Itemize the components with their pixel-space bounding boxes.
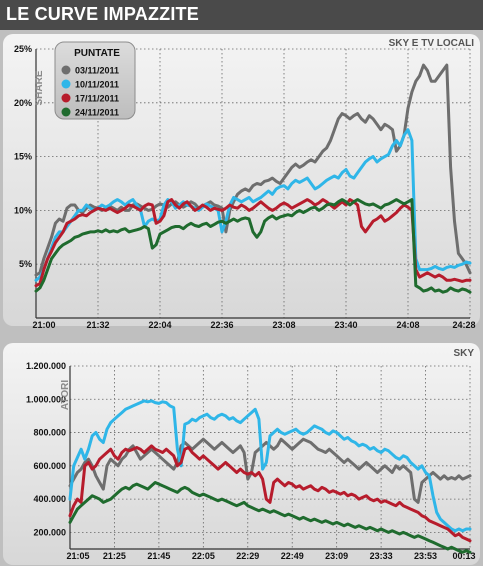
y-axis-label: ATORI xyxy=(60,380,71,410)
legend-swatch xyxy=(61,65,71,75)
series-line-2 xyxy=(68,399,472,533)
y-tick-label: 800.000 xyxy=(33,428,66,438)
x-tick-label: 22:49 xyxy=(281,551,304,561)
x-tick-label: 22:36 xyxy=(210,320,233,330)
legend-box xyxy=(54,41,136,120)
legend-title: PUNTATE xyxy=(74,48,120,59)
series-line-4 xyxy=(34,198,472,294)
legend-entry: 10/11/2011 xyxy=(75,80,119,90)
x-tick-label: 00:13 xyxy=(452,551,475,561)
x-tick-label: 21:25 xyxy=(103,551,126,561)
legend-swatch xyxy=(61,93,71,103)
y-axis-label: SHARE xyxy=(34,70,45,105)
x-tick-label: 23:53 xyxy=(414,551,437,561)
x-tick-label: 23:08 xyxy=(272,320,295,330)
chart-layer: 21:00 21:32 22:04 22:36 23:08 23:40 24:08 24:28… xyxy=(14,38,476,561)
y-tick-label: 600.000 xyxy=(33,461,66,471)
legend-entry: 03/11/2011 xyxy=(75,66,119,76)
series-line-4 xyxy=(68,481,472,554)
legend-entry: 24/11/2011 xyxy=(75,108,119,118)
x-tick-label: 24:08 xyxy=(396,320,419,330)
y-tick-label: 1.200.000 xyxy=(26,361,66,371)
y-tick-label: 1.000.000 xyxy=(26,394,66,404)
y-tick-label: 20% xyxy=(14,98,32,108)
x-tick-label: 22:29 xyxy=(236,551,259,561)
legend-swatch xyxy=(61,79,71,89)
corner-label: SKY E TV LOCALI xyxy=(389,38,475,49)
corner-label: SKY xyxy=(453,348,474,359)
x-tick-label: 21:32 xyxy=(86,320,109,330)
series-line-2 xyxy=(34,128,472,282)
y-tick-label: 10% xyxy=(14,205,32,215)
series-line-3 xyxy=(68,444,472,543)
legend-entry: 17/11/2011 xyxy=(75,94,119,104)
bottom-chart-panel xyxy=(3,343,480,565)
x-tick-label: 23:09 xyxy=(325,551,348,561)
x-tick-label: 21:05 xyxy=(66,551,89,561)
series-line-3 xyxy=(34,198,472,288)
x-tick-label: 22:05 xyxy=(192,551,215,561)
x-tick-label: 21:00 xyxy=(32,320,55,330)
x-tick-label: 21:45 xyxy=(147,551,170,561)
y-tick-label: 15% xyxy=(14,152,32,162)
x-tick-label: 23:33 xyxy=(370,551,393,561)
y-tick-label: 200.000 xyxy=(33,527,66,537)
y-tick-label: 5% xyxy=(19,259,32,269)
header-bar: LE CURVE IMPAZZITE xyxy=(0,0,483,30)
y-tick-label: 400.000 xyxy=(33,494,66,504)
x-tick-label: 22:04 xyxy=(148,320,171,330)
x-tick-label: 24:28 xyxy=(452,320,475,330)
legend-swatch xyxy=(61,107,71,117)
y-tick-label: 25% xyxy=(14,44,32,54)
page-title: LE CURVE IMPAZZITE xyxy=(6,4,199,24)
x-tick-label: 23:40 xyxy=(334,320,357,330)
